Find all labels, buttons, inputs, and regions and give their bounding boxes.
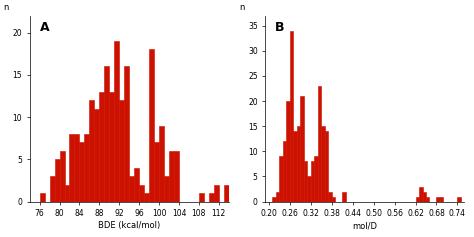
X-axis label: BDE (kcal/mol): BDE (kcal/mol) <box>98 221 160 230</box>
Bar <box>169 151 174 202</box>
Bar <box>276 191 279 202</box>
Bar <box>129 176 134 202</box>
Bar <box>174 151 179 202</box>
Text: A: A <box>40 21 49 34</box>
Bar <box>229 193 234 202</box>
Bar <box>64 185 70 202</box>
Bar <box>279 156 283 202</box>
Bar <box>318 86 321 202</box>
Bar <box>94 109 100 202</box>
Bar <box>297 126 300 202</box>
Bar <box>304 161 307 202</box>
Bar <box>311 161 314 202</box>
Bar <box>55 159 60 202</box>
Bar <box>286 101 290 202</box>
Bar <box>300 96 304 202</box>
Bar <box>74 134 80 202</box>
Bar <box>440 197 444 202</box>
Bar <box>100 92 104 202</box>
Bar <box>104 66 109 202</box>
X-axis label: mol/D: mol/D <box>352 221 377 230</box>
Bar <box>321 126 325 202</box>
Bar <box>328 191 332 202</box>
Bar <box>419 187 422 202</box>
Bar <box>325 131 328 202</box>
Bar <box>70 134 74 202</box>
Bar <box>199 193 204 202</box>
Bar <box>40 193 45 202</box>
Bar <box>314 156 318 202</box>
Bar <box>416 197 419 202</box>
Bar <box>457 197 461 202</box>
Bar <box>426 197 429 202</box>
Y-axis label: n: n <box>239 3 244 12</box>
Bar <box>342 191 346 202</box>
Bar <box>293 131 297 202</box>
Bar <box>214 185 219 202</box>
Bar <box>84 134 90 202</box>
Bar <box>134 168 139 202</box>
Bar <box>119 100 124 202</box>
Bar <box>80 142 84 202</box>
Bar <box>149 50 154 202</box>
Bar <box>144 193 149 202</box>
Bar <box>124 66 129 202</box>
Bar <box>234 193 239 202</box>
Bar <box>139 185 144 202</box>
Bar <box>437 197 440 202</box>
Bar <box>90 100 94 202</box>
Bar <box>422 191 426 202</box>
Bar <box>154 142 159 202</box>
Bar <box>114 41 119 202</box>
Y-axis label: n: n <box>3 3 9 12</box>
Bar <box>209 193 214 202</box>
Bar <box>290 31 293 202</box>
Bar <box>283 141 286 202</box>
Bar <box>273 197 276 202</box>
Bar <box>332 197 335 202</box>
Text: B: B <box>275 21 285 34</box>
Bar <box>159 126 164 202</box>
Bar <box>60 151 64 202</box>
Bar <box>164 176 169 202</box>
Bar <box>50 176 55 202</box>
Bar <box>307 177 311 202</box>
Bar <box>109 92 114 202</box>
Bar <box>224 185 229 202</box>
